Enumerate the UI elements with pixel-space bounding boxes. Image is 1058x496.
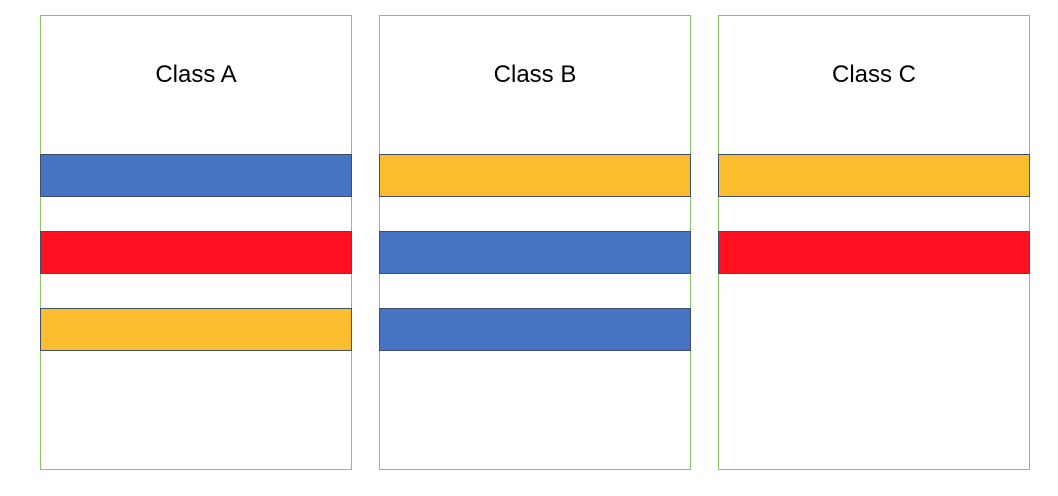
class-b-bar-1 (379, 154, 691, 197)
class-a-panel: Class A (40, 15, 352, 470)
class-b-bar-2 (379, 231, 691, 274)
class-b-title: Class B (493, 61, 577, 88)
class-c-bar-1 (718, 154, 1030, 197)
class-a-title: Class A (155, 61, 237, 88)
class-a-bar-3 (40, 308, 352, 351)
class-b-bar-3 (379, 308, 691, 351)
class-c-panel: Class C (718, 15, 1030, 470)
class-c-bar-2 (718, 231, 1030, 274)
class-a-bar-2 (40, 231, 352, 274)
class-b-panel: Class B (379, 15, 691, 470)
class-c-title: Class C (831, 61, 916, 88)
class-a-bar-1 (40, 154, 352, 197)
